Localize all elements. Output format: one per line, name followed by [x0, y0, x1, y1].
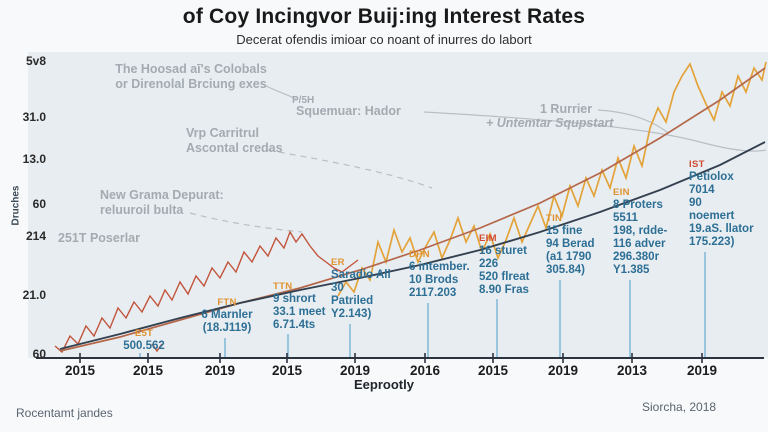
- data-callout: EIM 16 sturet 226 520 flreat 8.90 Fras: [479, 233, 530, 296]
- arrow-marker-icon: [151, 343, 163, 353]
- callout-tag: TTN: [273, 281, 293, 292]
- x-tick-label: 2015: [271, 363, 303, 378]
- y-tick-label: 60: [32, 347, 46, 361]
- y-tick-label: 214: [25, 229, 46, 243]
- y-tick-label: 60: [32, 197, 46, 211]
- y-tick-label: 31.0: [22, 110, 46, 124]
- x-tick-label: 2019: [339, 363, 371, 378]
- x-tick-label: 2015: [132, 363, 164, 378]
- x-tick-label: 2019: [204, 363, 236, 378]
- callout-tag: EIM: [479, 233, 497, 244]
- data-callout: TTN 9 shrort 33.1 meet 6.71.4ts: [273, 281, 326, 331]
- callout-tag: TIN: [546, 213, 563, 224]
- x-tick-label: 2015: [477, 363, 509, 378]
- series-navy-trend: [59, 141, 766, 350]
- series-red-jagged: [54, 230, 359, 354]
- data-callout: TIN 15 fine 94 Berad (a1 1790 305.84): [546, 213, 595, 276]
- x-tick-label: 2019: [686, 363, 718, 378]
- x-tick-label: 2016: [409, 363, 441, 378]
- callout-tag: DPN: [409, 249, 430, 260]
- footer-source-left: Rocentamt jandes: [16, 406, 113, 420]
- data-callout: EIN 8 Proters 5511 198, rdde- 116 adver …: [613, 187, 668, 276]
- annotation-note: The Hoosad aī's Colobals or Direnolal Br…: [115, 62, 267, 91]
- annotation-note: + Untemtar Squpstart: [486, 116, 614, 130]
- callout-tag: E5T: [134, 328, 154, 339]
- annotation-note: New Grama Depurat: reluuroil bulta: [100, 188, 224, 217]
- y-tick-label: 21.0: [22, 288, 46, 302]
- series-sienna-smooth: [59, 67, 766, 352]
- data-callout: DPN 6 intember. 10 Brods 2117.203: [409, 249, 470, 299]
- data-callout: ER Saradio All 30 Patriled Y2.143): [331, 257, 391, 320]
- x-tick-label: 2019: [547, 363, 579, 378]
- callout-tag: EIN: [613, 187, 630, 198]
- callout-vertical-lines: [139, 252, 706, 358]
- data-callout: E5T 500.562: [112, 327, 176, 353]
- callout-tag: FTN: [217, 297, 237, 308]
- annotation-note: 251T Poserlar: [58, 231, 140, 245]
- page-title: of Coy Incingvor Buij:ing Interest Rates: [182, 5, 586, 28]
- x-axis-title: Eeprootly: [354, 377, 414, 392]
- x-tick-label: 2013: [616, 363, 648, 378]
- y-axis-title: Druches: [10, 185, 22, 226]
- page-subtitle: Decerat ofendis imioar co noant of inurr…: [236, 32, 532, 47]
- y-tick-label: 5v8: [25, 54, 46, 68]
- data-callout: FTN 6 Marnler (18.J119): [192, 296, 262, 335]
- x-axis-ticks: [79, 353, 703, 363]
- annotation-note: P/5H: [292, 95, 315, 106]
- callout-tag: IST: [689, 159, 705, 170]
- annotation-note: Squemuar: Hador: [296, 104, 401, 118]
- x-tick-label: 2015: [64, 363, 96, 378]
- footer-source-right: Siorcha, 2018: [642, 400, 717, 414]
- annotation-note: 1 Rurrier: [540, 102, 593, 116]
- plot-background: [28, 52, 768, 358]
- data-callout: IST Petiolox 7014 90 noemert 19.aS. llat…: [689, 159, 754, 248]
- annotation-connector-lines: [189, 83, 767, 233]
- annotation-note: Vrp Carritrul Ascontal credas: [186, 126, 283, 155]
- y-tick-label: 13.0: [22, 152, 46, 166]
- callout-tag: ER: [331, 257, 345, 268]
